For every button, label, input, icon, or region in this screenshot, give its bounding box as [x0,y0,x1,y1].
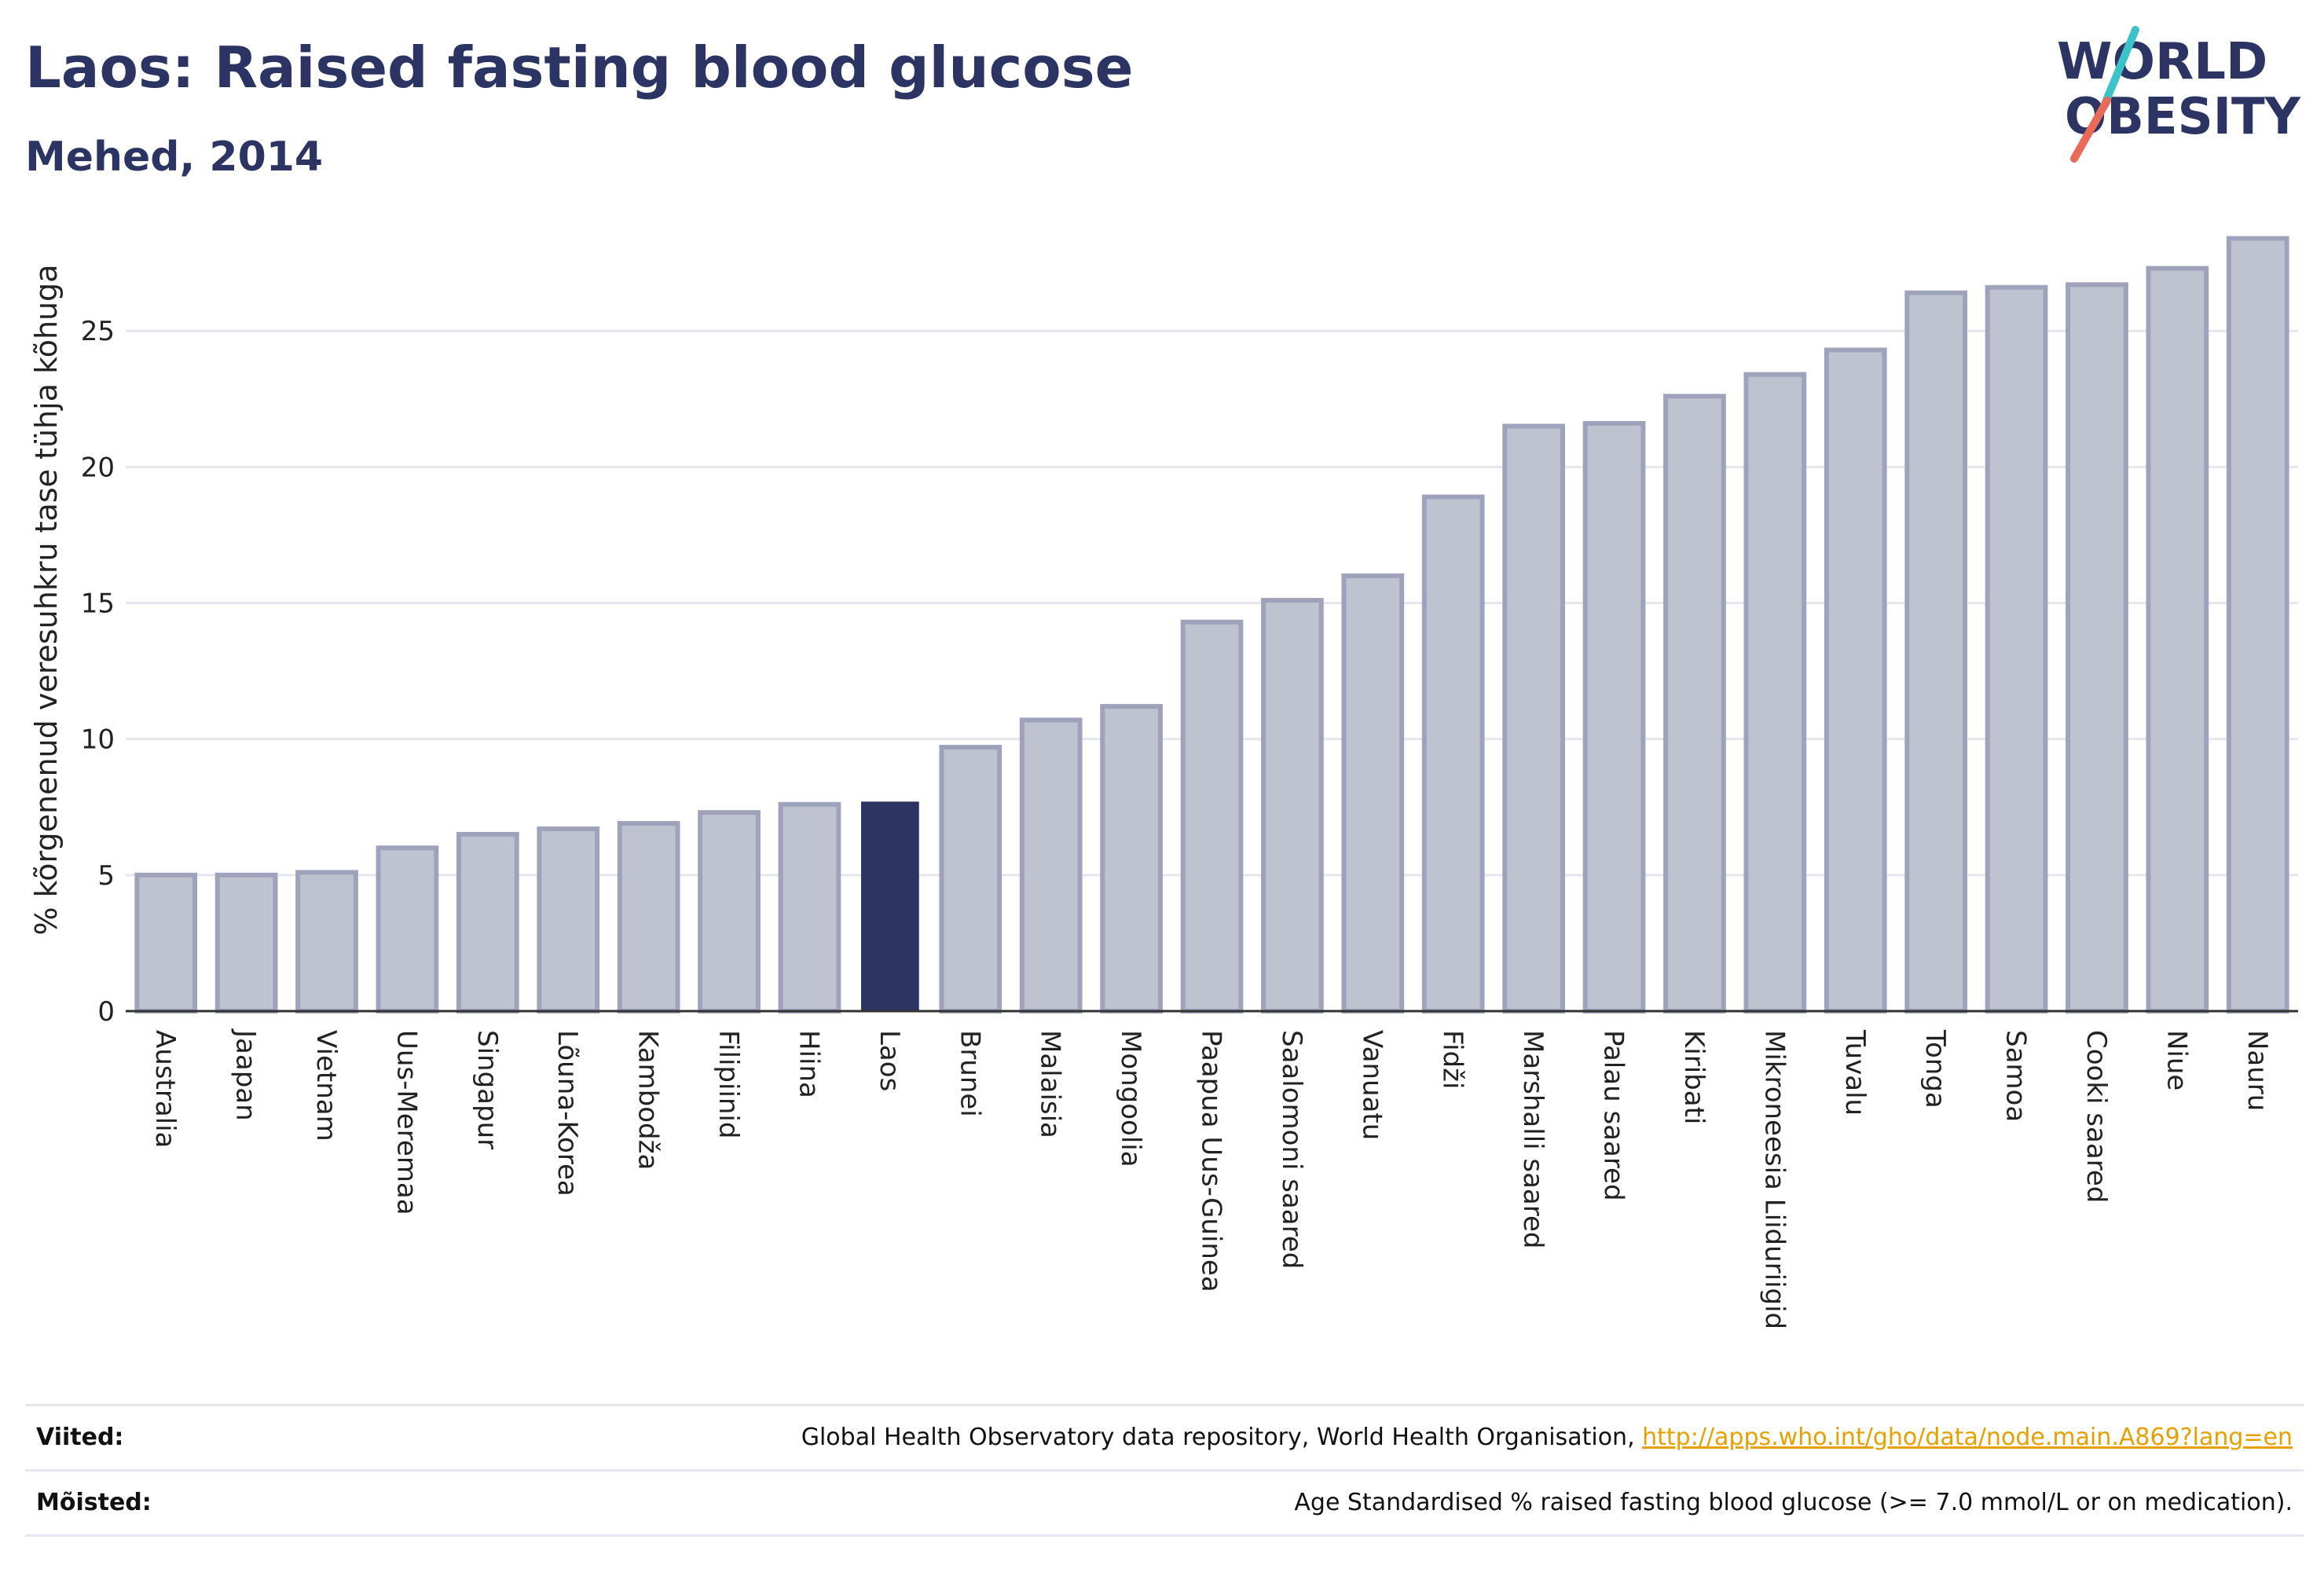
x-tick-label: Malaisia [1035,1030,1066,1138]
x-tick-label: Tuvalu [1839,1029,1871,1116]
x-tick-label: Jaapan [230,1028,262,1121]
y-tick-label: 10 [81,724,115,756]
bars-layer [134,236,2289,1014]
bar-uus-meremaa [376,845,439,1014]
x-tick-labels: Australia Jaapan Vietnam Uus-Meremaa Singapu… [149,1028,2273,1329]
x-tick-label: Marshalli saared [1517,1030,1549,1249]
y-tick-label: 25 [81,316,115,347]
y-tick-labels: 0 5 10 15 20 25 [81,316,115,1028]
bar-saalomoni-saared [1261,598,1324,1013]
bar-samoa [1985,284,2048,1013]
definitions-label: Mõisted: [36,1489,152,1516]
x-tick-label: Hiina [793,1030,824,1098]
x-tick-label: Vanuatu [1356,1030,1387,1140]
bar-cooki-saared [2066,282,2128,1013]
bar-malaisia [1019,717,1083,1013]
y-tick-label: 15 [81,588,115,620]
x-tick-label: Vietnam [310,1030,342,1142]
bar-brunei [939,745,1003,1013]
world-obesity-logo: WORLD OBESITY [2057,26,2301,163]
bar-singapur [456,831,519,1014]
definitions-row: Mõisted: Age Standardised % raised fasti… [25,1469,2304,1537]
x-tick-label: Niue [2161,1030,2192,1090]
x-tick-label: Uus-Meremaa [390,1030,422,1215]
x-tick-label: Fidži [1437,1030,1468,1089]
bar-fid-i [1421,494,1485,1013]
definitions-value: Age Standardised % raised fasting blood … [1294,1489,2293,1516]
x-tick-label: Brunei [954,1030,985,1117]
x-tick-label: Singapur [471,1030,503,1149]
x-tick-label: Tonga [1919,1029,1951,1109]
y-tick-label: 5 [97,860,115,892]
bar-australia [134,872,198,1014]
x-tick-label: Laos [874,1030,905,1091]
x-tick-label: Cooki saared [2080,1030,2112,1203]
x-tick-label: Lõuna-Korea [552,1030,583,1197]
x-tick-label: Australia [149,1030,181,1148]
x-tick-label: Mikroneesia Liiduriigid [1758,1030,1790,1329]
sources-row: Viited: Global Health Observatory data r… [25,1404,2304,1469]
x-tick-label: Paapua Uus-Guinea [1196,1030,1227,1292]
sources-label: Viited: [36,1424,124,1451]
y-axis-label: % kõrgenenud veresuhkru tase tühja kõhug… [29,264,64,935]
x-tick-label: Kiribati [1678,1030,1710,1124]
bar-l-una-korea [537,826,600,1013]
x-tick-label: Saalomoni saared [1276,1030,1307,1269]
sources-link[interactable]: http://apps.who.int/gho/data/node.main.A… [1642,1424,2293,1451]
logo-slash-teal [2102,26,2139,106]
bar-laos [861,801,919,1011]
sources-text: Global Health Observatory data repositor… [801,1424,1643,1451]
bar-kiribati [1663,394,1726,1014]
logo-slash-coral [2070,97,2111,163]
y-tick-label: 20 [81,452,115,483]
bar-mongoolia [1100,704,1163,1014]
chart-subtitle: Mehed, 2014 [25,134,324,181]
bar-jaapan [214,872,278,1014]
bar-tonga [1904,290,1968,1013]
bar-mikroneesia-liiduriigid [1743,372,1807,1014]
bar-vietnam [295,870,358,1013]
x-tick-label: Kambodža [632,1030,664,1170]
y-tick-label: 0 [97,996,115,1028]
bar-palau-saared [1582,420,1646,1013]
x-tick-label: Samoa [2000,1030,2032,1122]
bar-paapua-uus-guinea [1180,619,1244,1013]
bar-marshalli-saared [1502,423,1565,1013]
x-tick-label: Nauru [2242,1030,2273,1111]
logo-line-1: WORLD [2057,33,2267,91]
bar-hiina [778,801,841,1013]
sources-value: Global Health Observatory data repositor… [801,1424,2293,1451]
bar-niue [2146,266,2209,1013]
bar-filipiinid [698,810,761,1013]
bar-nauru [2226,236,2289,1014]
x-tick-label: Palau saared [1598,1030,1629,1201]
bar-tuvalu [1824,347,1887,1013]
x-tick-label: Filipiinid [713,1030,744,1138]
x-tick-label: Mongoolia [1115,1030,1146,1167]
bar-chart: 0 5 10 15 20 25 Australia Jaapan Vietnam Uus-Mer… [29,236,2298,1329]
bar-vanuatu [1341,573,1405,1013]
chart-title: Laos: Raised fasting blood glucose [25,35,1134,101]
bar-kambod-a [617,821,680,1014]
